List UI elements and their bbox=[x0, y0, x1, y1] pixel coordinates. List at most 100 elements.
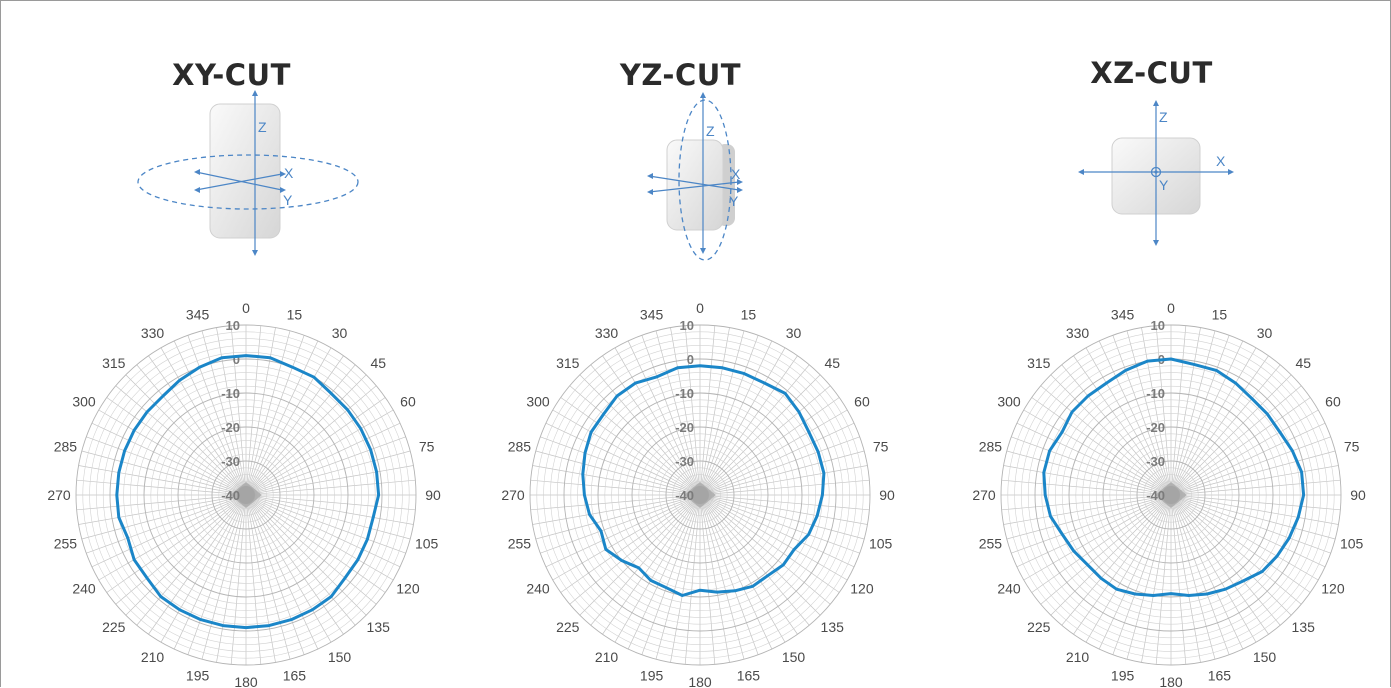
angle-tick-label: 90 bbox=[425, 487, 441, 503]
angle-tick-label: 315 bbox=[1027, 355, 1051, 371]
angle-tick-label: 330 bbox=[141, 325, 165, 341]
axis-label: X bbox=[1216, 153, 1226, 169]
spoke-line bbox=[1016, 494, 1172, 568]
spoke-line bbox=[91, 422, 247, 496]
spoke-line bbox=[1170, 494, 1331, 554]
angle-tick-label: 105 bbox=[415, 535, 439, 551]
grid-ring bbox=[550, 345, 850, 645]
radial-tick-label: -20 bbox=[221, 420, 240, 435]
spoke-line bbox=[699, 330, 745, 496]
arrow-head bbox=[1228, 169, 1234, 175]
spoke-line bbox=[1006, 450, 1172, 496]
spoke-line bbox=[1170, 327, 1201, 496]
spoke-line bbox=[602, 494, 701, 635]
spoke-line bbox=[86, 436, 247, 496]
spoke-line bbox=[699, 494, 855, 568]
spoke-line bbox=[115, 494, 247, 605]
radial-tick-label: 0 bbox=[687, 352, 694, 367]
grid-ring bbox=[157, 406, 335, 584]
spoke-line bbox=[699, 335, 759, 496]
grid-ring bbox=[96, 345, 396, 645]
spoke-line bbox=[699, 494, 868, 525]
spoke-line bbox=[614, 347, 701, 496]
angle-tick-label: 120 bbox=[1321, 581, 1345, 597]
spoke-line bbox=[245, 397, 386, 496]
grid-ring bbox=[638, 433, 762, 557]
grid-ring bbox=[1041, 365, 1301, 625]
spoke-line bbox=[699, 409, 848, 496]
spoke-line bbox=[545, 422, 701, 496]
angle-tick-label: 345 bbox=[186, 306, 210, 322]
spoke-line bbox=[1170, 335, 1230, 496]
polar-chart: 100-10-20-30-400 153045607590105120135150… bbox=[501, 300, 895, 688]
spoke-line bbox=[201, 330, 247, 496]
spoke-line bbox=[1050, 374, 1172, 496]
spoke-line bbox=[540, 494, 701, 554]
spoke-line bbox=[641, 335, 701, 496]
arrow-head bbox=[737, 187, 743, 193]
angle-tick-label: 210 bbox=[1066, 649, 1090, 665]
spoke-line bbox=[1170, 422, 1326, 496]
spoke-line bbox=[560, 494, 701, 593]
spoke-line bbox=[1126, 330, 1172, 496]
spoke-line bbox=[699, 494, 840, 593]
angle-tick-label: 255 bbox=[508, 535, 532, 551]
angle-tick-label: 180 bbox=[688, 674, 712, 688]
spoke-line bbox=[699, 450, 865, 496]
angle-tick-label: 135 bbox=[367, 619, 391, 635]
spoke-line bbox=[201, 494, 247, 660]
spoke-line bbox=[245, 340, 319, 496]
spoke-line bbox=[1170, 494, 1269, 635]
radial-tick-label: -40 bbox=[675, 488, 694, 503]
grid-ring bbox=[556, 351, 844, 639]
arrow-head bbox=[194, 169, 200, 175]
radial-tick-label: -20 bbox=[1146, 420, 1165, 435]
grid-ring bbox=[82, 331, 410, 659]
arrow-head bbox=[647, 189, 653, 195]
grid-ring bbox=[1000, 324, 1342, 666]
grid-ring bbox=[1136, 460, 1206, 530]
angle-tick-label: 30 bbox=[786, 325, 802, 341]
angle-tick-label: 60 bbox=[854, 394, 870, 410]
spoke-line bbox=[1016, 422, 1172, 496]
angle-tick-label: 225 bbox=[556, 619, 580, 635]
spoke-line bbox=[535, 450, 701, 496]
angle-tick-label: 330 bbox=[595, 325, 619, 341]
grid-ring bbox=[618, 413, 782, 577]
grid-ring bbox=[1048, 372, 1294, 618]
spoke-line bbox=[1170, 465, 1339, 496]
spoke-line bbox=[1170, 494, 1257, 643]
access-point-device bbox=[209, 103, 281, 239]
grid-ring bbox=[1068, 392, 1274, 598]
angle-tick-label: 270 bbox=[47, 487, 71, 503]
grid-ring bbox=[1095, 419, 1247, 571]
angle-tick-label: 270 bbox=[972, 487, 996, 503]
grid-ring bbox=[1143, 467, 1199, 523]
radial-tick-label: 0 bbox=[233, 352, 240, 367]
spoke-line bbox=[216, 327, 247, 496]
spoke-line bbox=[540, 436, 701, 496]
angle-tick-label: 300 bbox=[526, 394, 550, 410]
spoke-line bbox=[98, 494, 247, 581]
angle-tick-label: 120 bbox=[396, 581, 420, 597]
spoke-line bbox=[245, 494, 344, 635]
spoke-line bbox=[530, 494, 701, 511]
grid-ring bbox=[597, 392, 803, 598]
spoke-line bbox=[579, 494, 701, 616]
angle-tick-label: 45 bbox=[824, 355, 840, 371]
spoke-line bbox=[216, 494, 247, 663]
radial-tick-label: 10 bbox=[680, 318, 694, 333]
spoke-line bbox=[1170, 494, 1302, 605]
arrow-head bbox=[647, 173, 653, 179]
angle-tick-label: 165 bbox=[737, 668, 761, 684]
grid-ring bbox=[1021, 345, 1321, 645]
spoke-line bbox=[627, 340, 701, 496]
polar-grid bbox=[1000, 324, 1342, 666]
spoke-line bbox=[1170, 340, 1244, 496]
angle-tick-label: 30 bbox=[332, 325, 348, 341]
center-star bbox=[230, 482, 262, 508]
chart-title: XZ-CUT bbox=[1090, 56, 1213, 90]
angle-tick-label: 195 bbox=[640, 668, 664, 684]
